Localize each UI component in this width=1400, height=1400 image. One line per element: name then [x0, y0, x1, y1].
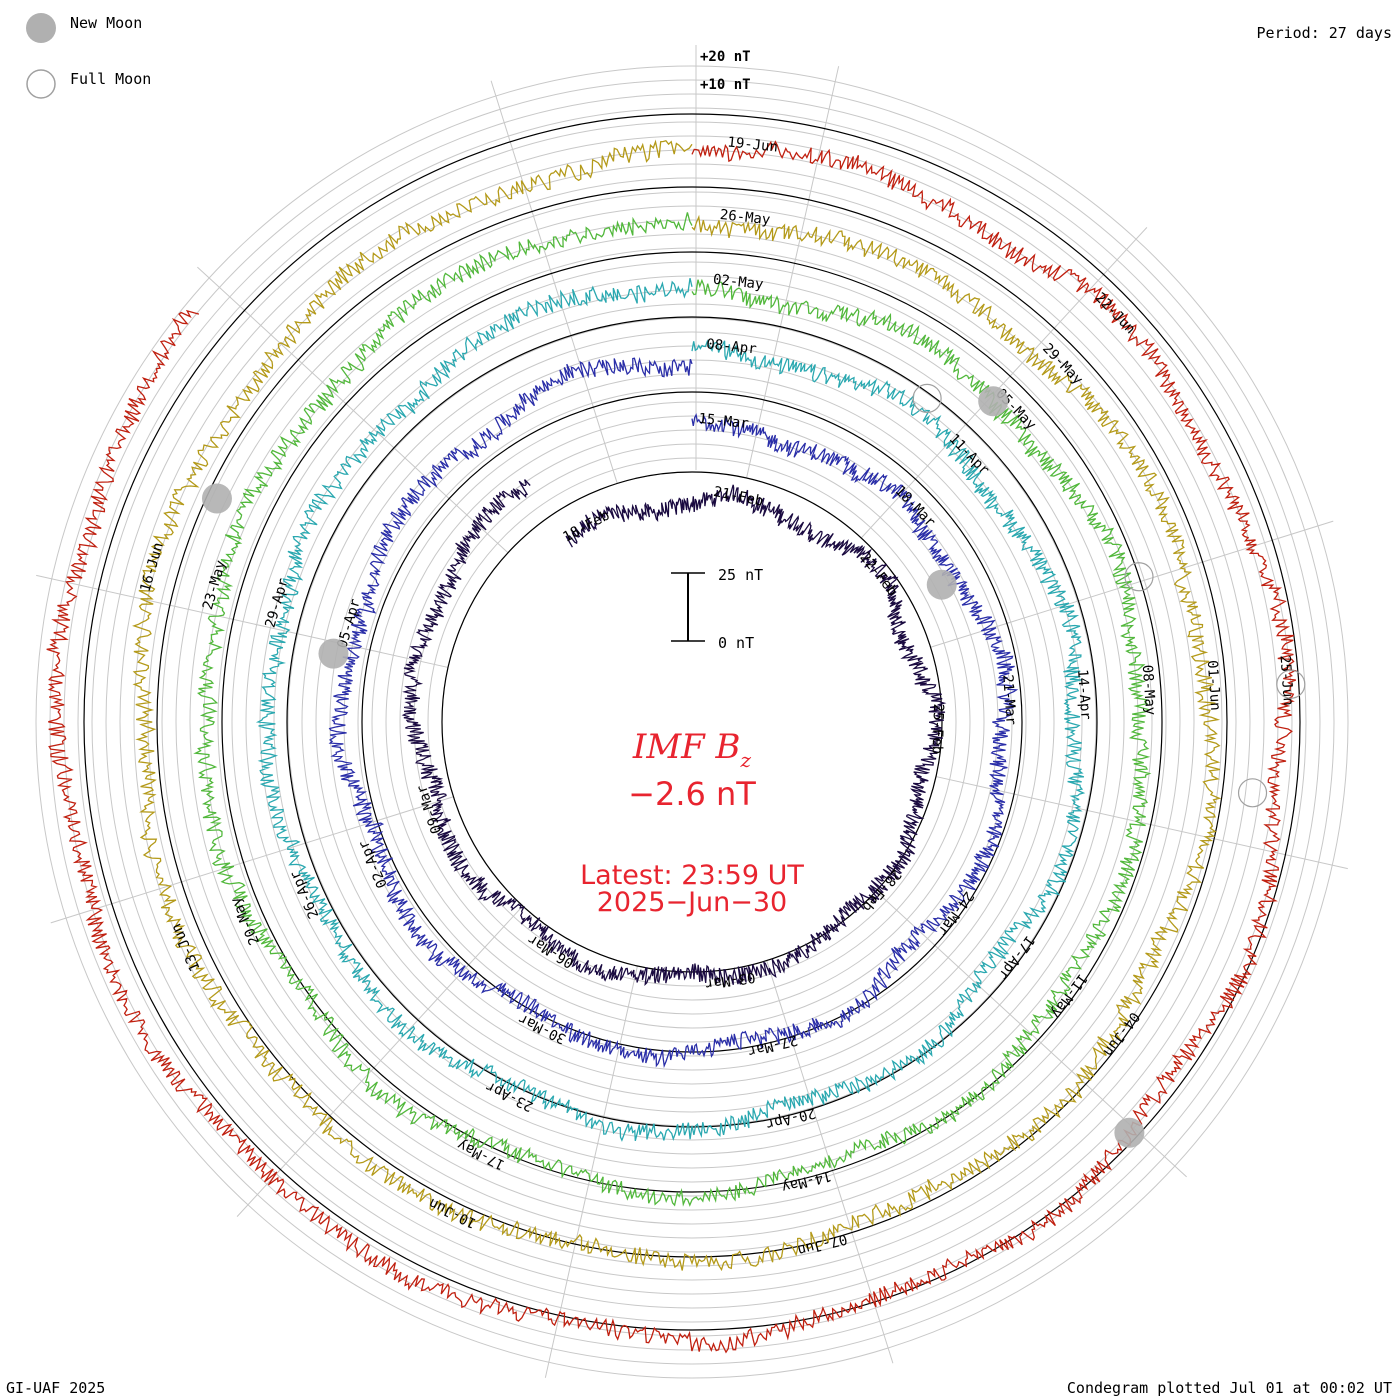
grid-ring [371, 401, 1013, 1043]
scale-bar-top-label: 25 nT [718, 566, 763, 584]
latest-date: 2025−Jun−30 [597, 887, 788, 918]
date-label: 16-Jun [137, 541, 166, 594]
date-label: 15-Mar [698, 411, 750, 432]
trace-rotation-4 [193, 212, 1152, 1207]
zero-line-ring [361, 391, 1023, 1053]
grid-ring [245, 275, 1139, 1169]
full-moon-icon [26, 69, 56, 99]
ring-20-label: +20 nT [700, 49, 751, 65]
period-label: Period: 27 days [1257, 24, 1392, 42]
date-label: 25-Feb [929, 703, 946, 754]
plotted-label: Condegram plotted Jul 01 at 00:02 UT [1067, 1379, 1392, 1397]
trace-rotation-3 [255, 278, 1086, 1142]
scale-bar-bottom-label: 0 nT [718, 634, 754, 652]
trace-rotation-2 [328, 356, 1019, 1069]
data-traces [46, 139, 1298, 1354]
grid-spoke [930, 520, 1334, 648]
grid-ring [301, 331, 1083, 1113]
grid-spoke [490, 80, 618, 484]
full-moon-marker [1276, 669, 1306, 699]
full-moon-marker [1124, 562, 1154, 592]
date-label: 01-Jun [1204, 660, 1223, 712]
grid-ring [147, 177, 1237, 1267]
date-label: 26-May [719, 207, 771, 228]
grid-spoke [197, 266, 509, 554]
grid-ring [161, 191, 1223, 1253]
grid-ring [203, 233, 1181, 1211]
grid-ring [315, 345, 1069, 1099]
grid-ring [357, 387, 1027, 1057]
date-label: 21-Feb [712, 484, 765, 510]
new-moon-marker [201, 483, 232, 514]
trace-rotation-6 [46, 140, 1298, 1354]
full-moon-marker [912, 383, 942, 413]
date-label: 02-May [712, 272, 764, 293]
grid-ring [399, 429, 985, 1015]
zero-line-ring [83, 113, 1301, 1331]
full-moon-marker [1237, 778, 1268, 808]
grid-spoke [935, 776, 1348, 870]
trace-rotation-1 [401, 479, 947, 986]
grid-ring [133, 163, 1251, 1281]
legend-full-moon-label: Full Moon [70, 70, 151, 88]
moon-markers [201, 383, 1306, 1148]
imf-title: IMF Bz [632, 727, 752, 772]
trace-rotation-5 [132, 139, 1222, 1272]
grid-ring [273, 303, 1111, 1141]
grid-ring [217, 247, 1167, 1197]
latest-time: Latest: 23:59 UT [580, 860, 804, 891]
scale-bar: 25 nT 0 nT [671, 566, 763, 652]
grid-spoke [746, 66, 840, 479]
grid-ring [119, 149, 1265, 1295]
new-moon-marker [926, 569, 957, 600]
date-label: 08-Apr [705, 336, 757, 357]
date-label: 18-Feb [560, 507, 612, 545]
date-label: 19-Jun [727, 134, 779, 155]
date-label: 09-Mar [414, 783, 445, 836]
ring-10-label: +10 nT [700, 77, 751, 93]
legend-new-moon-label: New Moon [70, 14, 142, 32]
grid-ring [329, 359, 1055, 1085]
grid-ring [427, 457, 957, 987]
grid-spoke [860, 227, 1148, 539]
grid-ring [231, 261, 1153, 1183]
grid-ring [189, 219, 1195, 1225]
zero-line-ring [156, 186, 1228, 1258]
legend: New Moon Full Moon [26, 13, 151, 99]
grid-spoke [50, 796, 454, 924]
date-label: 04-Jun [1100, 1009, 1143, 1059]
grid-ring [77, 107, 1307, 1337]
date-label: 21-Mar [999, 674, 1018, 726]
date-label: 08-May [1139, 664, 1158, 716]
date-label: 23-May [200, 559, 229, 612]
zero-line-ring [221, 251, 1163, 1193]
date-label: 28-Feb [859, 866, 905, 914]
new-moon-marker [318, 638, 349, 669]
new-moon-marker [1114, 1117, 1145, 1148]
new-moon-marker [978, 386, 1009, 417]
grid-ring [91, 121, 1293, 1323]
grid-spoke [236, 905, 524, 1217]
grid-spoke [544, 965, 638, 1378]
grid-ring [343, 373, 1041, 1071]
date-label: 14-Apr [1074, 669, 1093, 721]
grid-ring [35, 65, 1349, 1379]
grid-spoke [36, 574, 449, 668]
date-label: 25-Jun [1277, 655, 1296, 707]
date-label: 03-Mar [704, 969, 756, 992]
new-moon-icon [26, 13, 56, 43]
credit-label: GI-UAF 2025 [6, 1379, 105, 1397]
center-readout: IMF Bz −2.6 nT Latest: 23:59 UT 2025−Jun… [580, 727, 804, 918]
imf-value: −2.6 nT [628, 775, 756, 813]
